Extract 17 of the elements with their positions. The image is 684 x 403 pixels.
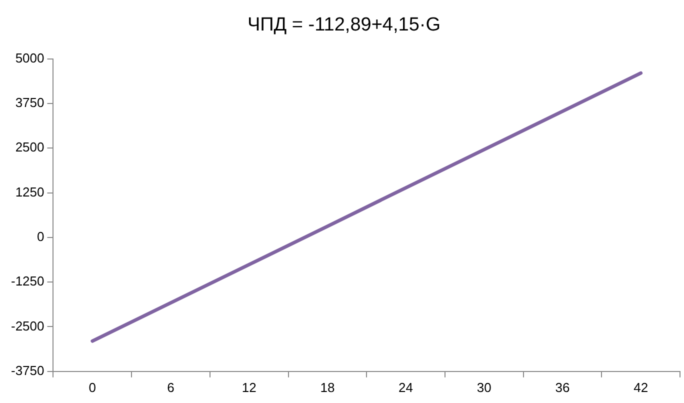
x-tick-label: 0 bbox=[88, 380, 96, 395]
x-tick-label: 24 bbox=[398, 380, 414, 395]
y-tick-label: 2500 bbox=[15, 140, 44, 155]
x-tick-label: 36 bbox=[555, 380, 570, 395]
y-tick-label: 5000 bbox=[15, 50, 44, 66]
x-tick-label: 6 bbox=[167, 380, 174, 395]
x-tick-label: 18 bbox=[320, 380, 335, 395]
y-tick-label: 1250 bbox=[15, 184, 44, 200]
chart-title: ЧПД = -112,89+4,15·G bbox=[247, 14, 441, 36]
x-tick-label: 12 bbox=[242, 380, 256, 395]
x-tick-label: 42 bbox=[634, 380, 648, 395]
y-tick-label: 0 bbox=[37, 229, 44, 244]
y-tick-label: -3750 bbox=[11, 362, 44, 378]
x-tick-label: 30 bbox=[476, 380, 492, 395]
y-tick-label: -2500 bbox=[11, 318, 44, 334]
y-tick-label: 3750 bbox=[15, 95, 44, 110]
y-tick-label: -1250 bbox=[11, 274, 44, 289]
